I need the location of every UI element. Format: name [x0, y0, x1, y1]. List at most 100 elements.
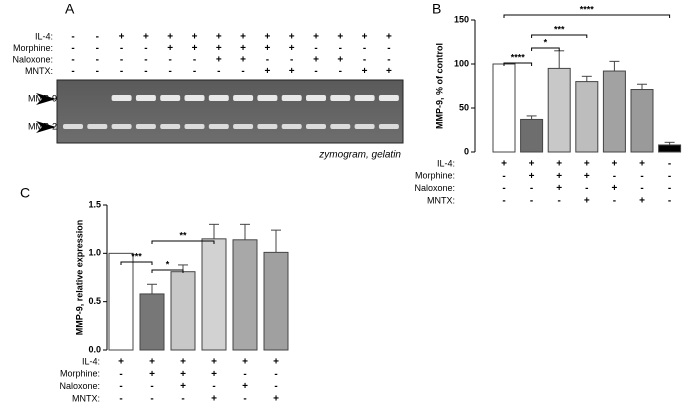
sign: - — [241, 66, 244, 77]
sign: - — [387, 43, 390, 54]
sign: - — [363, 43, 366, 54]
sign: - — [668, 183, 671, 194]
band — [306, 95, 326, 101]
sign: - — [193, 66, 196, 77]
sign: - — [96, 66, 99, 77]
sign: + — [264, 43, 270, 54]
sign: - — [120, 66, 123, 77]
sign: + — [611, 183, 617, 194]
sign: + — [242, 381, 248, 392]
significance-label: * — [544, 37, 548, 47]
significance-bracket — [151, 269, 184, 273]
band — [330, 95, 351, 101]
bar — [520, 118, 544, 153]
significance-label: *** — [131, 251, 142, 261]
sign: - — [314, 66, 317, 77]
bar — [575, 81, 599, 153]
sign: + — [167, 43, 173, 54]
sign: + — [264, 66, 270, 77]
treatment-label: Morphine: — [60, 369, 100, 379]
y-tick-label: 1.0 — [88, 248, 101, 258]
sign: + — [192, 43, 198, 54]
sign: - — [119, 381, 122, 392]
significance-bracket — [503, 14, 671, 18]
sign: - — [120, 43, 123, 54]
band — [306, 124, 326, 129]
band — [160, 124, 181, 129]
sign: + — [119, 32, 125, 43]
sign: + — [240, 55, 246, 66]
band — [135, 95, 156, 101]
band — [184, 124, 205, 129]
sign: - — [71, 66, 74, 77]
y-axis-label: MMP-9, % of control — [434, 43, 444, 129]
sign: + — [556, 159, 562, 170]
bar — [602, 70, 626, 153]
band — [257, 95, 278, 101]
y-tick-label: 50 — [459, 102, 469, 112]
sign: - — [96, 43, 99, 54]
band — [135, 124, 156, 129]
significance-bracket — [151, 240, 215, 244]
sign: + — [313, 32, 319, 43]
treatment-label: Morphine: — [415, 171, 455, 181]
sign: + — [313, 55, 319, 66]
y-tick-label: 100 — [454, 58, 469, 68]
sign: + — [556, 171, 562, 182]
band — [160, 95, 181, 101]
significance-bracket — [120, 261, 153, 265]
sign: + — [584, 171, 590, 182]
sign: - — [181, 394, 184, 404]
sign: - — [585, 183, 588, 194]
sign: + — [216, 43, 222, 54]
sign: + — [149, 369, 155, 380]
sign: - — [144, 66, 147, 77]
sign: - — [274, 381, 277, 392]
sign: + — [242, 357, 248, 368]
band — [233, 124, 254, 129]
sign: + — [611, 159, 617, 170]
treatment-label: IL-4: — [35, 31, 53, 41]
sign: + — [289, 32, 295, 43]
sign: + — [211, 394, 217, 404]
sign: - — [96, 55, 99, 66]
bar — [108, 252, 134, 351]
panel-label: B — [432, 1, 441, 17]
sign: - — [530, 183, 533, 194]
significance-label: **** — [580, 4, 595, 14]
sign: + — [362, 32, 368, 43]
sign: - — [150, 394, 153, 404]
sign: - — [640, 171, 643, 182]
y-tick-label: 1.5 — [88, 199, 101, 209]
band — [111, 95, 132, 101]
sign: - — [212, 381, 215, 392]
panel-label: A — [65, 1, 75, 17]
sign: - — [169, 66, 172, 77]
sign: - — [274, 369, 277, 380]
sign: - — [150, 381, 153, 392]
band — [281, 124, 302, 129]
treatment-label: Naloxone: — [59, 381, 100, 391]
sign: + — [149, 357, 155, 368]
sign: + — [362, 66, 368, 77]
sign: - — [339, 66, 342, 77]
y-tick-label: 0 — [464, 146, 469, 156]
sign: - — [502, 196, 505, 207]
arrow — [36, 93, 56, 105]
band — [233, 95, 254, 101]
sign: + — [289, 43, 295, 54]
y-tick-label: 0.0 — [88, 344, 101, 354]
sign: - — [314, 43, 317, 54]
y-tick-label: 150 — [454, 14, 469, 24]
band — [330, 124, 351, 129]
treatment-label: Morphine: — [13, 43, 53, 53]
sign: + — [167, 32, 173, 43]
sign: - — [119, 369, 122, 380]
sign: - — [193, 55, 196, 66]
band — [378, 95, 399, 101]
treatment-label: MNTX: — [72, 393, 100, 403]
sign: - — [668, 159, 671, 170]
sign: - — [71, 55, 74, 66]
sign: - — [339, 43, 342, 54]
